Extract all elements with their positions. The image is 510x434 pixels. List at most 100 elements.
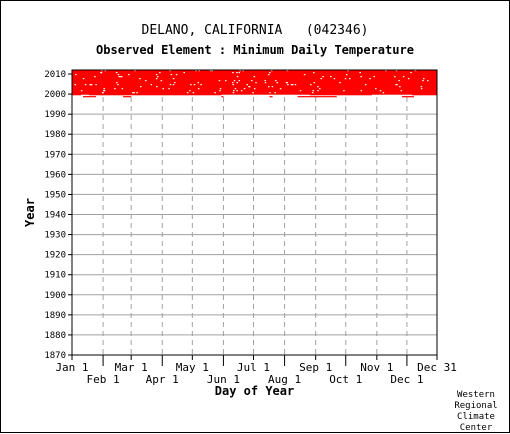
x-tick-label: Jan 1 bbox=[55, 361, 88, 374]
data-missing-speck bbox=[398, 80, 400, 82]
data-missing-speck bbox=[94, 76, 96, 78]
data-missing-speck bbox=[197, 88, 200, 90]
data-missing-speck bbox=[160, 80, 163, 82]
y-tick-label: 1960 bbox=[44, 170, 66, 180]
data-missing-speck bbox=[118, 76, 120, 78]
data-missing-speck bbox=[255, 82, 257, 84]
data-missing-speck bbox=[209, 70, 212, 72]
data-missing-speck bbox=[128, 74, 130, 76]
data-missing-speck bbox=[219, 88, 222, 90]
data-missing-speck bbox=[359, 72, 361, 74]
data-missing-speck bbox=[339, 82, 341, 84]
y-tick-label: 2010 bbox=[44, 70, 66, 80]
x-tick-label: Jun 1 bbox=[207, 373, 240, 386]
data-missing-speck bbox=[343, 90, 345, 92]
data-missing-speck bbox=[193, 84, 196, 86]
data-missing-speck bbox=[200, 84, 202, 86]
data-missing-speck bbox=[117, 84, 119, 86]
data-year-band bbox=[72, 92, 437, 95]
y-tick-label: 1920 bbox=[44, 251, 66, 261]
data-missing-speck bbox=[174, 82, 176, 84]
data-missing-speck bbox=[407, 78, 410, 80]
data-missing-speck bbox=[211, 70, 214, 72]
data-missing-speck bbox=[84, 84, 87, 86]
data-year-band bbox=[72, 76, 437, 79]
x-tick-label: Mar 1 bbox=[115, 361, 148, 374]
credit-block: Western Regional Climate Center bbox=[446, 390, 506, 434]
data-missing-speck bbox=[243, 88, 246, 90]
data-missing-speck bbox=[170, 74, 173, 76]
x-tick-label: Aug 1 bbox=[268, 373, 301, 386]
y-tick-label: 1930 bbox=[44, 231, 66, 241]
data-missing-speck bbox=[186, 92, 189, 94]
data-missing-speck bbox=[234, 88, 237, 90]
data-year-band bbox=[72, 72, 437, 75]
data-missing-speck bbox=[120, 76, 123, 78]
data-missing-speck bbox=[420, 86, 423, 88]
data-missing-speck bbox=[385, 70, 387, 72]
data-missing-speck bbox=[322, 76, 324, 78]
data-missing-speck bbox=[347, 70, 349, 72]
data-missing-speck bbox=[396, 84, 398, 86]
x-tick-label: May 1 bbox=[176, 361, 209, 374]
y-tick-label: 1970 bbox=[44, 150, 66, 160]
data-missing-speck bbox=[156, 86, 158, 88]
data-missing-speck bbox=[319, 88, 321, 90]
data-missing-speck bbox=[264, 80, 266, 82]
data-year-band bbox=[72, 88, 437, 91]
data-missing-speck bbox=[103, 90, 106, 92]
data-year-band bbox=[72, 78, 437, 81]
data-missing-speck bbox=[195, 70, 197, 72]
data-missing-speck bbox=[155, 78, 158, 80]
data-missing-speck bbox=[360, 76, 362, 78]
credit-line: Regional bbox=[454, 401, 498, 411]
x-tick-label: Jul 1 bbox=[237, 361, 270, 374]
y-axis-title: Year bbox=[23, 198, 37, 227]
y-tick-label: 1980 bbox=[44, 130, 66, 140]
data-missing-speck bbox=[360, 90, 363, 92]
data-segment bbox=[411, 94, 437, 96]
data-missing-speck bbox=[233, 90, 235, 92]
data-missing-speck bbox=[231, 82, 234, 84]
data-missing-speck bbox=[233, 80, 236, 82]
data-missing-speck bbox=[246, 84, 248, 86]
data-missing-speck bbox=[313, 82, 316, 84]
data-segment bbox=[83, 96, 97, 98]
x-tick-label: Dec 31 bbox=[417, 361, 457, 374]
data-missing-speck bbox=[402, 76, 405, 78]
data-missing-speck bbox=[348, 78, 351, 80]
data-missing-speck bbox=[375, 88, 377, 90]
data-missing-speck bbox=[136, 92, 138, 94]
chart-title: DELANO, CALIFORNIA (042346) bbox=[141, 23, 369, 38]
data-segment bbox=[269, 96, 273, 98]
data-missing-speck bbox=[218, 80, 221, 82]
y-tick-label: 1990 bbox=[44, 110, 66, 120]
data-missing-speck bbox=[294, 84, 297, 86]
data-missing-speck bbox=[133, 92, 136, 94]
data-missing-speck bbox=[192, 92, 195, 94]
data-missing-speck bbox=[270, 70, 273, 72]
data-missing-speck bbox=[317, 90, 319, 92]
plot-border bbox=[71, 69, 438, 356]
data-missing-speck bbox=[395, 84, 397, 86]
data-missing-speck bbox=[382, 92, 385, 94]
x-tick-label: Nov 1 bbox=[360, 361, 393, 374]
data-missing-speck bbox=[320, 78, 323, 80]
credit-line: Center bbox=[459, 423, 493, 433]
credit-line: Western bbox=[457, 390, 495, 400]
data-missing-speck bbox=[116, 82, 118, 84]
y-tick-label: 2000 bbox=[44, 90, 66, 100]
data-missing-speck bbox=[422, 80, 424, 82]
data-missing-speck bbox=[198, 70, 201, 72]
data-missing-speck bbox=[117, 74, 120, 76]
data-segment bbox=[123, 96, 132, 98]
data-missing-speck bbox=[267, 86, 270, 88]
data-missing-speck bbox=[172, 78, 175, 80]
data-missing-speck bbox=[330, 76, 332, 78]
data-missing-speck bbox=[276, 82, 279, 84]
data-missing-speck bbox=[271, 86, 274, 88]
data-missing-speck bbox=[240, 90, 243, 92]
data-missing-speck bbox=[162, 88, 164, 90]
data-missing-speck bbox=[364, 84, 367, 86]
data-missing-speck bbox=[395, 70, 398, 72]
